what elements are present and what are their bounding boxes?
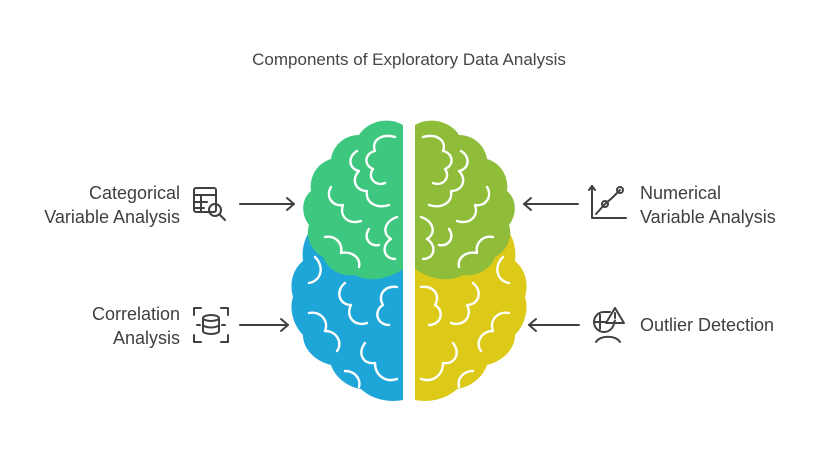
label-line: Analysis (112, 328, 180, 348)
table-search-icon (193, 187, 226, 221)
categorical-variable-analysis-label: Categorical Variable Analysis (20, 181, 180, 229)
label-line: Correlation (91, 304, 180, 324)
label-line: Outlier Detection (640, 315, 775, 335)
outlier-detection-label: Outlier Detection (640, 313, 810, 337)
arrow-left-top (523, 197, 579, 211)
arrow-left-bottom (528, 318, 580, 332)
label-line: Numerical (640, 183, 722, 203)
brain-folds (307, 134, 511, 389)
numerical-variable-analysis-label: Numerical Variable Analysis (640, 181, 810, 229)
arrow-right-bottom (239, 318, 289, 332)
correlation-analysis-label: Correlation Analysis (20, 302, 180, 350)
database-focus-icon (193, 307, 229, 343)
diagram-title: Components of Exploratory Data Analysis (252, 50, 566, 69)
label-line: Categorical (88, 183, 180, 203)
line-graph-icon (588, 185, 627, 219)
brain-top-left-lobe (303, 120, 403, 280)
label-line: Variable Analysis (44, 207, 180, 227)
brain-top-right-lobe (415, 120, 515, 280)
outlier-alert-icon (593, 307, 625, 343)
arrow-right-top (239, 197, 295, 211)
label-line: Variable Analysis (640, 207, 776, 227)
brain-illustration (291, 120, 527, 401)
